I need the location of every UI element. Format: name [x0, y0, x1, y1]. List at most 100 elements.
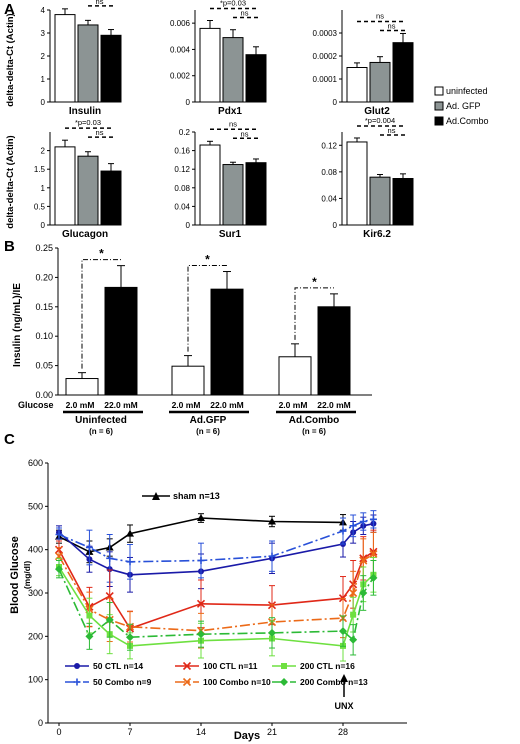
series-point-200-combo-n-13	[126, 633, 134, 642]
group-n-uninfected: (n = 6)	[89, 427, 113, 436]
pdx1-bracket-outer-label: *p=0.03	[220, 0, 246, 8]
pdx1-ytick-label: 0.006	[170, 19, 191, 28]
glucagon-ytick-label: 0.5	[34, 202, 46, 211]
blood-glucose-chart: 0 100 200 300 400 500 600 0 7 14 21 28	[28, 458, 407, 737]
insulin-bracket-inner-label: ns	[96, 0, 104, 6]
unx-arrowhead	[340, 674, 348, 682]
panel-c-legend: 50 CTL n=14 100 CTL n=11 200 CTL n=16 50 Co…	[65, 661, 368, 687]
sham-legend: sham n=13	[142, 491, 220, 501]
glut2-ytick-label: 0	[333, 98, 338, 107]
panel-b-bar-ad-gfp-2-0-mm	[171, 365, 205, 396]
panel-b-ytick-label: 0.25	[35, 243, 53, 253]
glut2-ytick-label: 0.0002	[313, 52, 338, 61]
panel-b-bar-uninfected-22-0-mm	[104, 286, 138, 396]
series-point-sham-n-13	[197, 514, 205, 522]
sur1-bracket-inner-label: ns	[241, 129, 249, 138]
legend-label-50-ctl-n-14: 50 CTL n=14	[93, 661, 143, 671]
insulin-bar-ad-gfp	[77, 24, 99, 103]
glucagon-bracket-inner-label: ns	[96, 128, 104, 137]
glut2-bar-ad-gfp	[369, 61, 391, 103]
sur1-ytick-label: 0.08	[174, 184, 190, 193]
legend-label-ad-gfp: Ad. GFP	[446, 101, 481, 111]
panel-b-bar-ad-gfp-22-0-mm	[210, 288, 244, 396]
legend-label-100-ctl-n-11: 100 CTL n=11	[203, 661, 258, 671]
panel-b-ytick-label: 0.00	[35, 390, 53, 400]
kir6-2-bracket-outer-label: *p=0.004	[365, 116, 395, 125]
panel-b-ytick-label: 0.05	[35, 361, 53, 371]
series-point-50-combo-n-9	[55, 531, 63, 538]
series-point-200-combo-n-13	[359, 589, 368, 597]
glut2-bracket-outer-label: ns	[376, 11, 384, 20]
group-name-adcombo: Ad.Combo	[289, 415, 340, 426]
panel-b-bar-uninfected-2-0-mm	[65, 378, 99, 396]
series-point-50-combo-n-9	[106, 554, 114, 562]
glucagon-ytick-label: 0	[41, 221, 46, 230]
group-n-adcombo: (n = 6)	[302, 427, 326, 436]
legend-marker-200-combo-n-13	[280, 678, 288, 686]
series-point-200-combo-n-13	[197, 630, 205, 639]
legend-marker-200-ctl-n-16	[281, 663, 287, 669]
insulin-ytick-label: 2	[41, 52, 46, 61]
series-point-50-combo-n-9	[268, 552, 276, 560]
panel-label-c: C	[4, 431, 15, 448]
series-point-200-combo-n-13	[369, 573, 378, 582]
series-point-200-combo-n-13	[105, 615, 114, 624]
panel-a-ylabel-top: delta-delta-Ct (Actin)	[5, 13, 16, 106]
series-200-combo-n-13	[55, 560, 378, 656]
glucagon-bar-ad-combo	[100, 170, 122, 226]
series-point-200-combo-n-13	[55, 565, 63, 574]
glucose-low-uninfected: 2.0 mM	[66, 400, 95, 410]
sur1-bar-ad-combo	[245, 162, 267, 226]
sham-legend-marker	[152, 492, 160, 500]
glucose-row-label: Glucose	[18, 400, 54, 410]
series-line-200-combo-n-13	[58, 568, 375, 642]
pdx1-bar-ad-combo	[245, 54, 267, 103]
group-name-adgfp: Ad.GFP	[190, 415, 227, 426]
legend-label-200-combo-n-13: 200 Combo n=13	[300, 677, 368, 687]
glucagon-ytick-label: 2	[41, 147, 46, 156]
glut2-bracket-inner-label: ns	[388, 21, 396, 30]
insulin-ytick-label: 3	[41, 29, 46, 38]
series-line-50-ctl-n-14	[58, 522, 374, 576]
pdx1-ytick-label: 0	[186, 98, 191, 107]
legend-label-100-combo-n-10: 100 Combo n=10	[203, 677, 271, 687]
legend-swatch-ad-gfp	[434, 101, 444, 111]
series-point-50-combo-n-9	[197, 557, 205, 564]
insulin-bar-uninfected	[54, 14, 76, 103]
panel-a-ylabel-bottom: delta-delta-Ct (Actin)	[5, 135, 16, 228]
glucose-high-adgfp: 22.0 mM	[210, 400, 244, 410]
kir6-2-ytick-label: 0.04	[321, 194, 337, 203]
insulin-expression-chart: 01234Insulinnsns	[41, 0, 122, 117]
series-point-200-combo-n-13	[349, 635, 358, 644]
sur1-bar-ad-gfp	[222, 164, 244, 226]
pdx1-title: Pdx1	[218, 106, 242, 117]
sur1-bar-uninfected	[199, 144, 221, 226]
unx-annotation: UNX	[334, 674, 354, 711]
kir6-2-bracket-inner-label: ns	[388, 126, 396, 135]
series-point-100-ctl-n-11	[196, 599, 206, 608]
panel-c-ytick-label: 600	[28, 458, 43, 468]
group-names: Uninfected Ad.GFP Ad.Combo (n = 6) (n = …	[75, 415, 339, 436]
sur1-ytick-label: 0.2	[179, 128, 191, 137]
sur1-ytick-label: 0.04	[174, 202, 190, 211]
glucagon-bracket-outer-label: *p=0.03	[75, 118, 101, 127]
series-point-50-combo-n-9	[85, 544, 93, 551]
panel-c-xtick-label: 14	[196, 727, 206, 737]
sur1-bracket-outer-label: ns	[229, 119, 237, 128]
group-name-uninfected: Uninfected	[75, 415, 127, 426]
panel-b-ytick-label: 0.15	[35, 302, 53, 312]
panel-b-sig-bracket	[187, 265, 227, 352]
insulin-ytick-label: 1	[41, 75, 46, 84]
panel-c-ylabel-main: Blood Glucose	[9, 536, 21, 614]
legend-label-200-ctl-n-16: 200 CTL n=16	[300, 661, 355, 671]
unx-label: UNX	[334, 701, 353, 711]
glut2-ytick-label: 0.0001	[313, 75, 338, 84]
series-50-ctl-n-14	[56, 514, 377, 593]
panel-b-sig-bracket	[294, 287, 334, 340]
series-point-200-combo-n-13	[268, 628, 276, 637]
panel-label-b: B	[4, 238, 15, 255]
kir6-2-ytick-label: 0.08	[321, 168, 337, 177]
insulin-ytick-label: 4	[41, 6, 46, 15]
